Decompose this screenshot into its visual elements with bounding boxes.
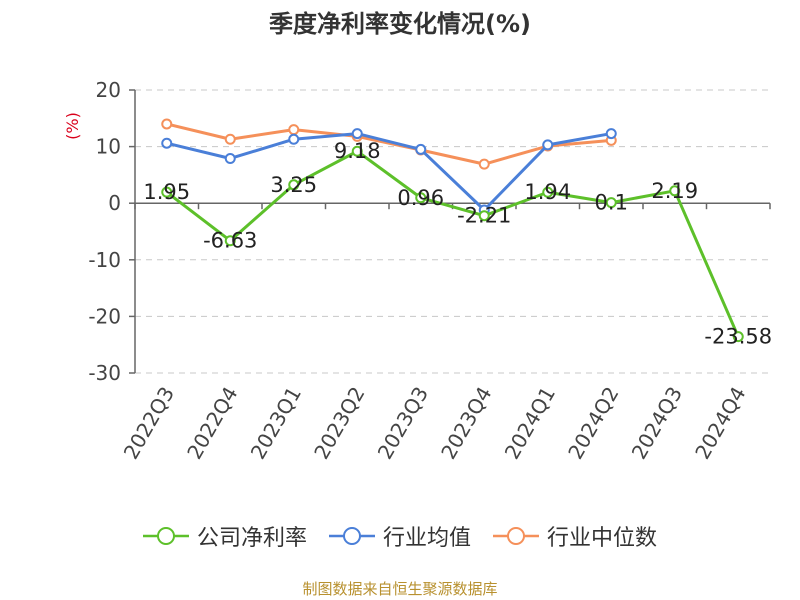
legend-swatch-icon	[328, 527, 375, 545]
x-tick-label: 2023Q3	[373, 383, 433, 464]
series-line	[166, 122, 612, 166]
y-tick-label: -30	[88, 361, 121, 385]
x-tick-label: 2024Q3	[627, 383, 687, 464]
data-point	[224, 152, 236, 164]
data-point	[224, 235, 236, 247]
series-line	[165, 149, 740, 338]
data-point	[288, 124, 300, 136]
legend-item[interactable]: 行业均值	[328, 520, 471, 552]
source-note: 制图数据来自恒生聚源数据库	[302, 580, 498, 598]
data-label: 0.96	[397, 186, 444, 210]
data-point	[605, 128, 617, 140]
y-tick-label: 10	[96, 135, 121, 159]
legend-item[interactable]: 公司净利率	[142, 520, 307, 552]
y-tick-label: -20	[88, 304, 121, 328]
data-point	[415, 192, 427, 204]
data-label: -2.21	[457, 204, 511, 228]
data-point	[288, 179, 300, 191]
legend-swatch-icon	[493, 527, 539, 545]
chart-title: 季度净利率变化情况(%)	[269, 10, 531, 38]
x-tick-label: 2023Q2	[309, 383, 369, 464]
data-point	[161, 137, 173, 149]
data-point	[161, 118, 173, 130]
data-point	[224, 133, 236, 145]
data-point	[669, 185, 681, 197]
data-point	[161, 186, 173, 198]
data-label: 1.94	[524, 180, 571, 204]
x-tick-label: 2024Q4	[690, 383, 750, 464]
data-label: -23.58	[704, 325, 772, 349]
legend-item[interactable]: 行业中位数	[493, 520, 657, 552]
data-point	[478, 158, 490, 170]
y-tick-label: 20	[96, 78, 121, 102]
data-point	[732, 331, 744, 343]
y-axis-label: (%)	[63, 112, 82, 140]
data-point	[288, 133, 300, 145]
x-tick-label: 2022Q3	[119, 383, 179, 464]
data-label: 3.25	[270, 173, 317, 197]
data-label: 0.1	[595, 191, 628, 215]
y-tick-label: 0	[108, 191, 121, 215]
legend-label: 公司净利率	[196, 526, 307, 551]
data-point	[542, 139, 554, 151]
x-tick-label: 2023Q4	[436, 383, 496, 464]
y-tick-label: -10	[88, 248, 121, 272]
x-tick-label: 2024Q2	[563, 383, 623, 464]
legend-label: 行业均值	[382, 526, 471, 551]
data-point	[351, 128, 363, 140]
legend: 公司净利率 行业均值 行业中位数	[0, 520, 800, 552]
data-label-layer: 1.95 -6.63 3.25 9.18 0.96 -2.21 1.94 0.1 2.19 -23…	[143, 139, 772, 348]
data-point	[542, 186, 554, 198]
x-tick-label: 2022Q4	[182, 383, 242, 464]
series-line	[166, 132, 612, 212]
legend-swatch-icon	[142, 527, 189, 545]
data-label: 2.19	[651, 179, 698, 203]
data-label: 9.18	[334, 139, 381, 163]
data-label: 1.95	[143, 180, 190, 204]
x-tick-label: 2024Q1	[500, 383, 560, 464]
data-label: -6.63	[203, 229, 257, 253]
grid-layer	[135, 89, 770, 374]
x-tick-label: 2023Q1	[246, 383, 306, 464]
data-point	[478, 210, 490, 222]
series-layer	[161, 118, 744, 343]
data-point	[351, 145, 363, 157]
data-point	[605, 197, 617, 209]
data-point	[415, 143, 427, 155]
legend-label: 行业中位数	[547, 526, 658, 551]
